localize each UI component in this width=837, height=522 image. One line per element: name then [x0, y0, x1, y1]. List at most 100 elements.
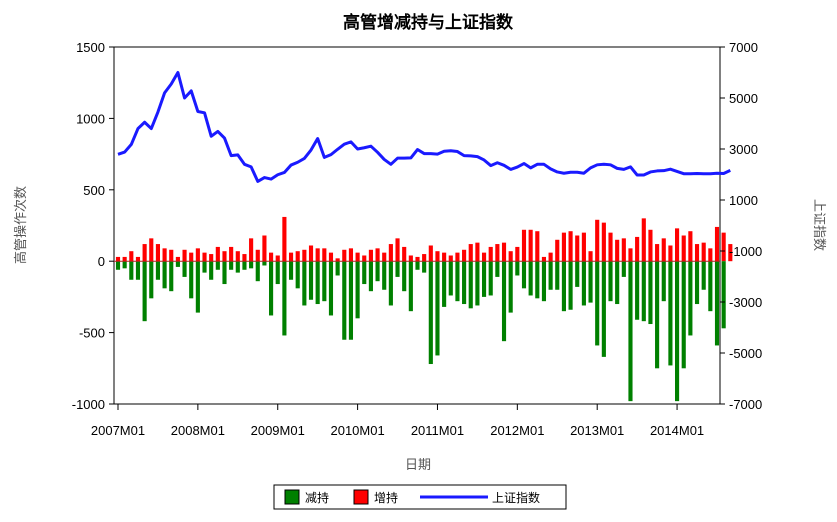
- increase-bar: [242, 254, 247, 262]
- increase-bar: [135, 256, 141, 262]
- increase-bar: [182, 249, 187, 262]
- left-axis-tick-label: 500: [83, 183, 105, 198]
- right-axis: -7000 -5000 -3000 -1000 1000 3000 5000 7000: [720, 40, 762, 412]
- decrease-bar: [621, 261, 626, 277]
- decrease-bar: [635, 261, 640, 320]
- decrease-bar: [475, 261, 480, 306]
- increase-bar: [621, 238, 626, 262]
- decrease-bar: [468, 261, 473, 309]
- right-axis-tick-label: 5000: [729, 91, 758, 106]
- decrease-bar: [308, 261, 314, 300]
- increase-bar: [149, 238, 154, 262]
- increase-bar: [714, 226, 720, 262]
- increase-bar: [302, 249, 307, 262]
- right-axis-tick-label: -3000: [729, 295, 762, 310]
- decrease-bar: [142, 261, 147, 322]
- decrease-bar: [282, 261, 287, 336]
- increase-bar: [142, 244, 147, 262]
- decrease-bar: [608, 261, 613, 302]
- decrease-bar: [295, 261, 300, 289]
- increase-bar: [548, 252, 553, 262]
- decrease-bar: [115, 261, 121, 270]
- decrease-bar: [428, 261, 433, 365]
- increase-bar: [115, 256, 121, 262]
- left-axis-label: 高管操作次数: [13, 186, 29, 264]
- increase-bar: [575, 235, 580, 262]
- increase-bar: [129, 251, 134, 262]
- decrease-bar: [688, 261, 693, 336]
- decrease-bars-group: [115, 261, 726, 402]
- increase-bar: [541, 256, 547, 262]
- decrease-bar: [442, 261, 447, 307]
- decrease-bar: [521, 261, 527, 289]
- decrease-bar: [202, 261, 207, 273]
- increase-bar: [508, 251, 513, 262]
- increase-bar: [155, 244, 160, 262]
- decrease-bar: [302, 261, 307, 306]
- decrease-bar: [328, 261, 334, 316]
- increase-bar: [455, 252, 460, 262]
- plot-frame: [113, 46, 721, 405]
- right-axis-tick-label: 3000: [729, 142, 758, 157]
- decrease-bar: [288, 261, 294, 280]
- increase-bar: [581, 232, 586, 262]
- increase-bar: [342, 249, 347, 262]
- left-axis-tick-label: 1500: [76, 40, 105, 55]
- decrease-bar: [195, 261, 200, 313]
- increase-bar: [209, 254, 214, 262]
- increase-bar: [655, 244, 660, 262]
- increase-bars-group: [115, 216, 733, 262]
- increase-bar: [328, 252, 334, 262]
- decrease-bar: [555, 261, 560, 290]
- right-axis-tick-label: 1000: [729, 193, 758, 208]
- decrease-bar: [648, 261, 653, 325]
- decrease-bar: [568, 261, 573, 310]
- decrease-bar: [541, 261, 547, 302]
- increase-bar: [282, 216, 287, 262]
- increase-bar: [315, 248, 320, 262]
- increase-bar: [189, 252, 194, 262]
- decrease-bar: [708, 261, 713, 312]
- x-axis-tick-label: 2010M01: [330, 423, 384, 438]
- increase-bar: [249, 238, 254, 262]
- x-axis-tick-label: 2008M01: [171, 423, 225, 438]
- decrease-bar: [462, 261, 467, 305]
- chart-title: 高管增减持与上证指数: [343, 12, 514, 33]
- increase-bar: [641, 218, 646, 262]
- decrease-bar: [628, 261, 633, 402]
- decrease-bar: [561, 261, 566, 312]
- increase-bar: [442, 252, 447, 262]
- decrease-bar: [269, 261, 274, 316]
- decrease-bar: [422, 261, 427, 273]
- decrease-bar: [315, 261, 320, 305]
- decrease-bar: [714, 261, 720, 346]
- increase-bar: [322, 248, 327, 262]
- decrease-bar: [481, 261, 487, 297]
- increase-bar: [435, 251, 440, 262]
- decrease-bar: [209, 261, 214, 280]
- increase-bar: [708, 248, 713, 262]
- increase-bar: [408, 255, 413, 262]
- increase-bar: [308, 245, 314, 262]
- legend-label-decrease: 减持: [305, 490, 329, 505]
- decrease-bar: [668, 261, 673, 366]
- decrease-bar: [348, 261, 354, 340]
- x-axis-tick-label: 2009M01: [251, 423, 305, 438]
- decrease-bar: [601, 261, 606, 357]
- decrease-bar: [382, 261, 387, 290]
- increase-bar: [428, 245, 433, 262]
- x-axis-tick-label: 2011M01: [411, 423, 464, 438]
- increase-bar: [675, 228, 680, 262]
- decrease-bar: [435, 261, 440, 356]
- decrease-bar: [169, 261, 174, 292]
- increase-bar: [175, 256, 180, 262]
- decrease-bar: [129, 261, 134, 280]
- increase-bar: [295, 251, 300, 262]
- increase-bar: [362, 255, 367, 262]
- increase-bar: [122, 256, 127, 262]
- decrease-bar: [135, 261, 141, 280]
- right-axis-label: 上证指数: [811, 199, 826, 251]
- increase-bar: [701, 242, 706, 262]
- increase-bar: [235, 251, 240, 262]
